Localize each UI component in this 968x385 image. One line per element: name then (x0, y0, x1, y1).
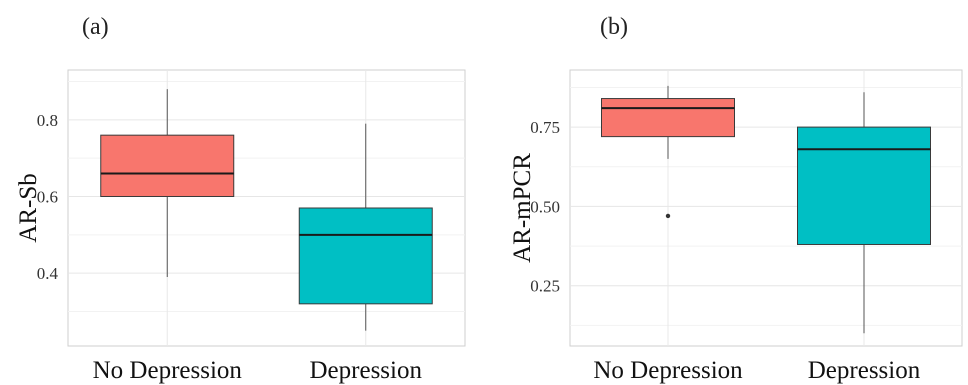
y-tick-label: 0.6 (37, 188, 58, 207)
y-tick-label: 0.4 (37, 264, 59, 283)
y-axis-label: AR-Sb (15, 173, 42, 242)
chart-panel-b: (b) 0.25 0.50 0.75 AR-mPCR No Depression Depr… (490, 0, 968, 385)
chart-b-svg: 0.25 0.50 0.75 AR-mPCR No Depression Depressi… (509, 69, 963, 384)
y-tick-label: 0.8 (37, 111, 58, 130)
panel-label-b: (b) (600, 14, 628, 40)
chart-panel-a: (a) 0.4 0.6 0.8 AR-Sb No Depression Depressio… (0, 0, 480, 385)
x-category-label: Depression (310, 357, 423, 384)
box (797, 126, 931, 245)
y-tick-label: 0.25 (530, 277, 560, 296)
x-category-label: Depression (808, 357, 921, 384)
box (601, 98, 735, 138)
x-category-label: No Depression (593, 357, 743, 384)
box (100, 134, 235, 198)
panel-label-a: (a) (82, 14, 109, 40)
box (298, 207, 433, 305)
y-axis-label: AR-mPCR (509, 153, 536, 263)
y-tick-label: 0.75 (530, 118, 560, 137)
x-category-label: No Depression (93, 357, 243, 384)
outlier-point (665, 213, 671, 219)
y-tick-label: 0.50 (530, 197, 560, 216)
chart-a-svg: 0.4 0.6 0.8 AR-Sb No Depression Depression (15, 69, 466, 384)
